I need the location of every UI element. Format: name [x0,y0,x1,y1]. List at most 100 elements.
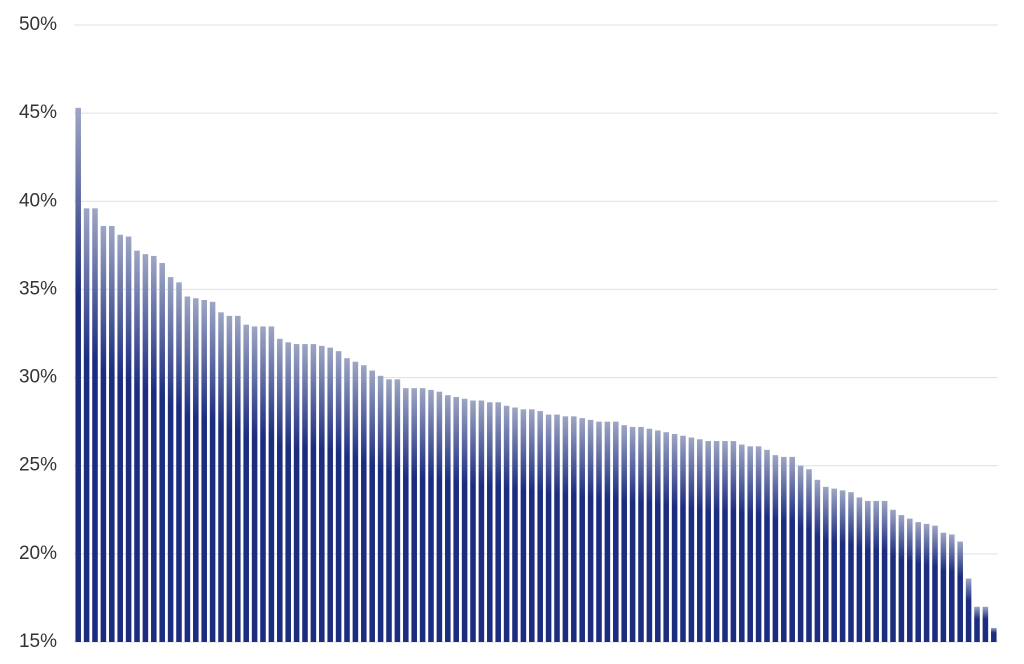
bar [881,500,888,642]
bar [537,411,543,642]
bar [755,446,762,642]
bar [991,627,997,642]
bar [352,361,359,642]
bar [865,500,871,642]
bar [579,418,585,642]
bar [411,388,417,642]
y-tick-label: 25% [19,455,57,476]
bar [789,456,795,642]
bar [428,389,434,642]
bar [335,351,342,642]
bar [730,441,737,642]
bar [117,234,123,642]
bar [453,396,459,642]
bar [243,324,249,642]
bar [445,395,451,642]
bar [764,449,770,642]
bar [562,416,569,642]
bar [898,515,905,642]
bar [251,326,258,642]
bar [218,312,224,642]
bar [940,532,947,642]
bar [713,441,720,642]
bar [487,402,493,642]
y-tick-label: 15% [19,631,57,652]
bar [201,300,207,642]
bar [596,421,602,642]
bar [503,405,510,642]
bar [529,409,535,642]
bar [722,441,728,642]
bar [109,225,115,643]
bar [512,407,518,642]
bar [957,541,963,642]
bar [151,255,157,643]
bar [293,344,300,642]
bar [965,578,972,642]
bar [663,432,669,642]
bar [235,315,241,642]
bar [923,523,930,642]
bar [932,525,938,642]
bar [772,455,779,642]
y-tick-label: 45% [19,102,57,123]
bar [747,446,753,642]
bar [470,400,476,642]
bar [134,250,140,642]
bar [806,469,812,642]
bar [545,414,552,642]
bar [419,388,426,642]
bar [377,375,384,642]
bar [613,421,619,642]
bar [848,492,854,642]
y-tick-label: 35% [19,278,57,299]
bar [655,430,661,642]
y-tick-label: 40% [19,190,57,211]
bar [781,456,787,642]
bar [277,338,283,642]
bar [831,488,837,642]
bar [268,326,275,642]
bar [520,409,527,642]
bar [982,606,989,642]
bar [461,398,468,642]
bar [176,282,182,642]
bar [697,439,703,642]
bar [75,107,81,642]
bar [92,208,98,642]
bar [856,497,863,642]
bar [890,509,896,642]
bar [167,277,174,642]
bar [142,254,149,642]
bar [680,435,686,642]
bar [83,208,90,642]
bar [394,379,401,642]
bar [495,402,501,642]
bar [285,342,291,642]
bar [193,298,199,642]
bar [671,433,678,642]
bar [688,437,695,642]
bar [319,345,325,642]
bar [403,388,409,642]
bar [100,225,107,643]
bar [621,425,627,642]
bar [436,391,443,642]
bar [478,400,485,642]
bar [739,444,745,642]
bar [125,236,132,643]
bar [604,421,611,642]
bar [629,426,636,642]
bar [823,486,829,642]
bar [226,315,233,642]
bar [571,416,577,642]
bar [873,500,879,642]
bar [184,296,191,642]
bar [386,379,392,642]
bar [839,490,846,642]
y-tick-label: 20% [19,543,57,564]
bar [587,419,594,642]
bar [260,326,266,642]
y-tick-label: 50% [19,14,57,35]
